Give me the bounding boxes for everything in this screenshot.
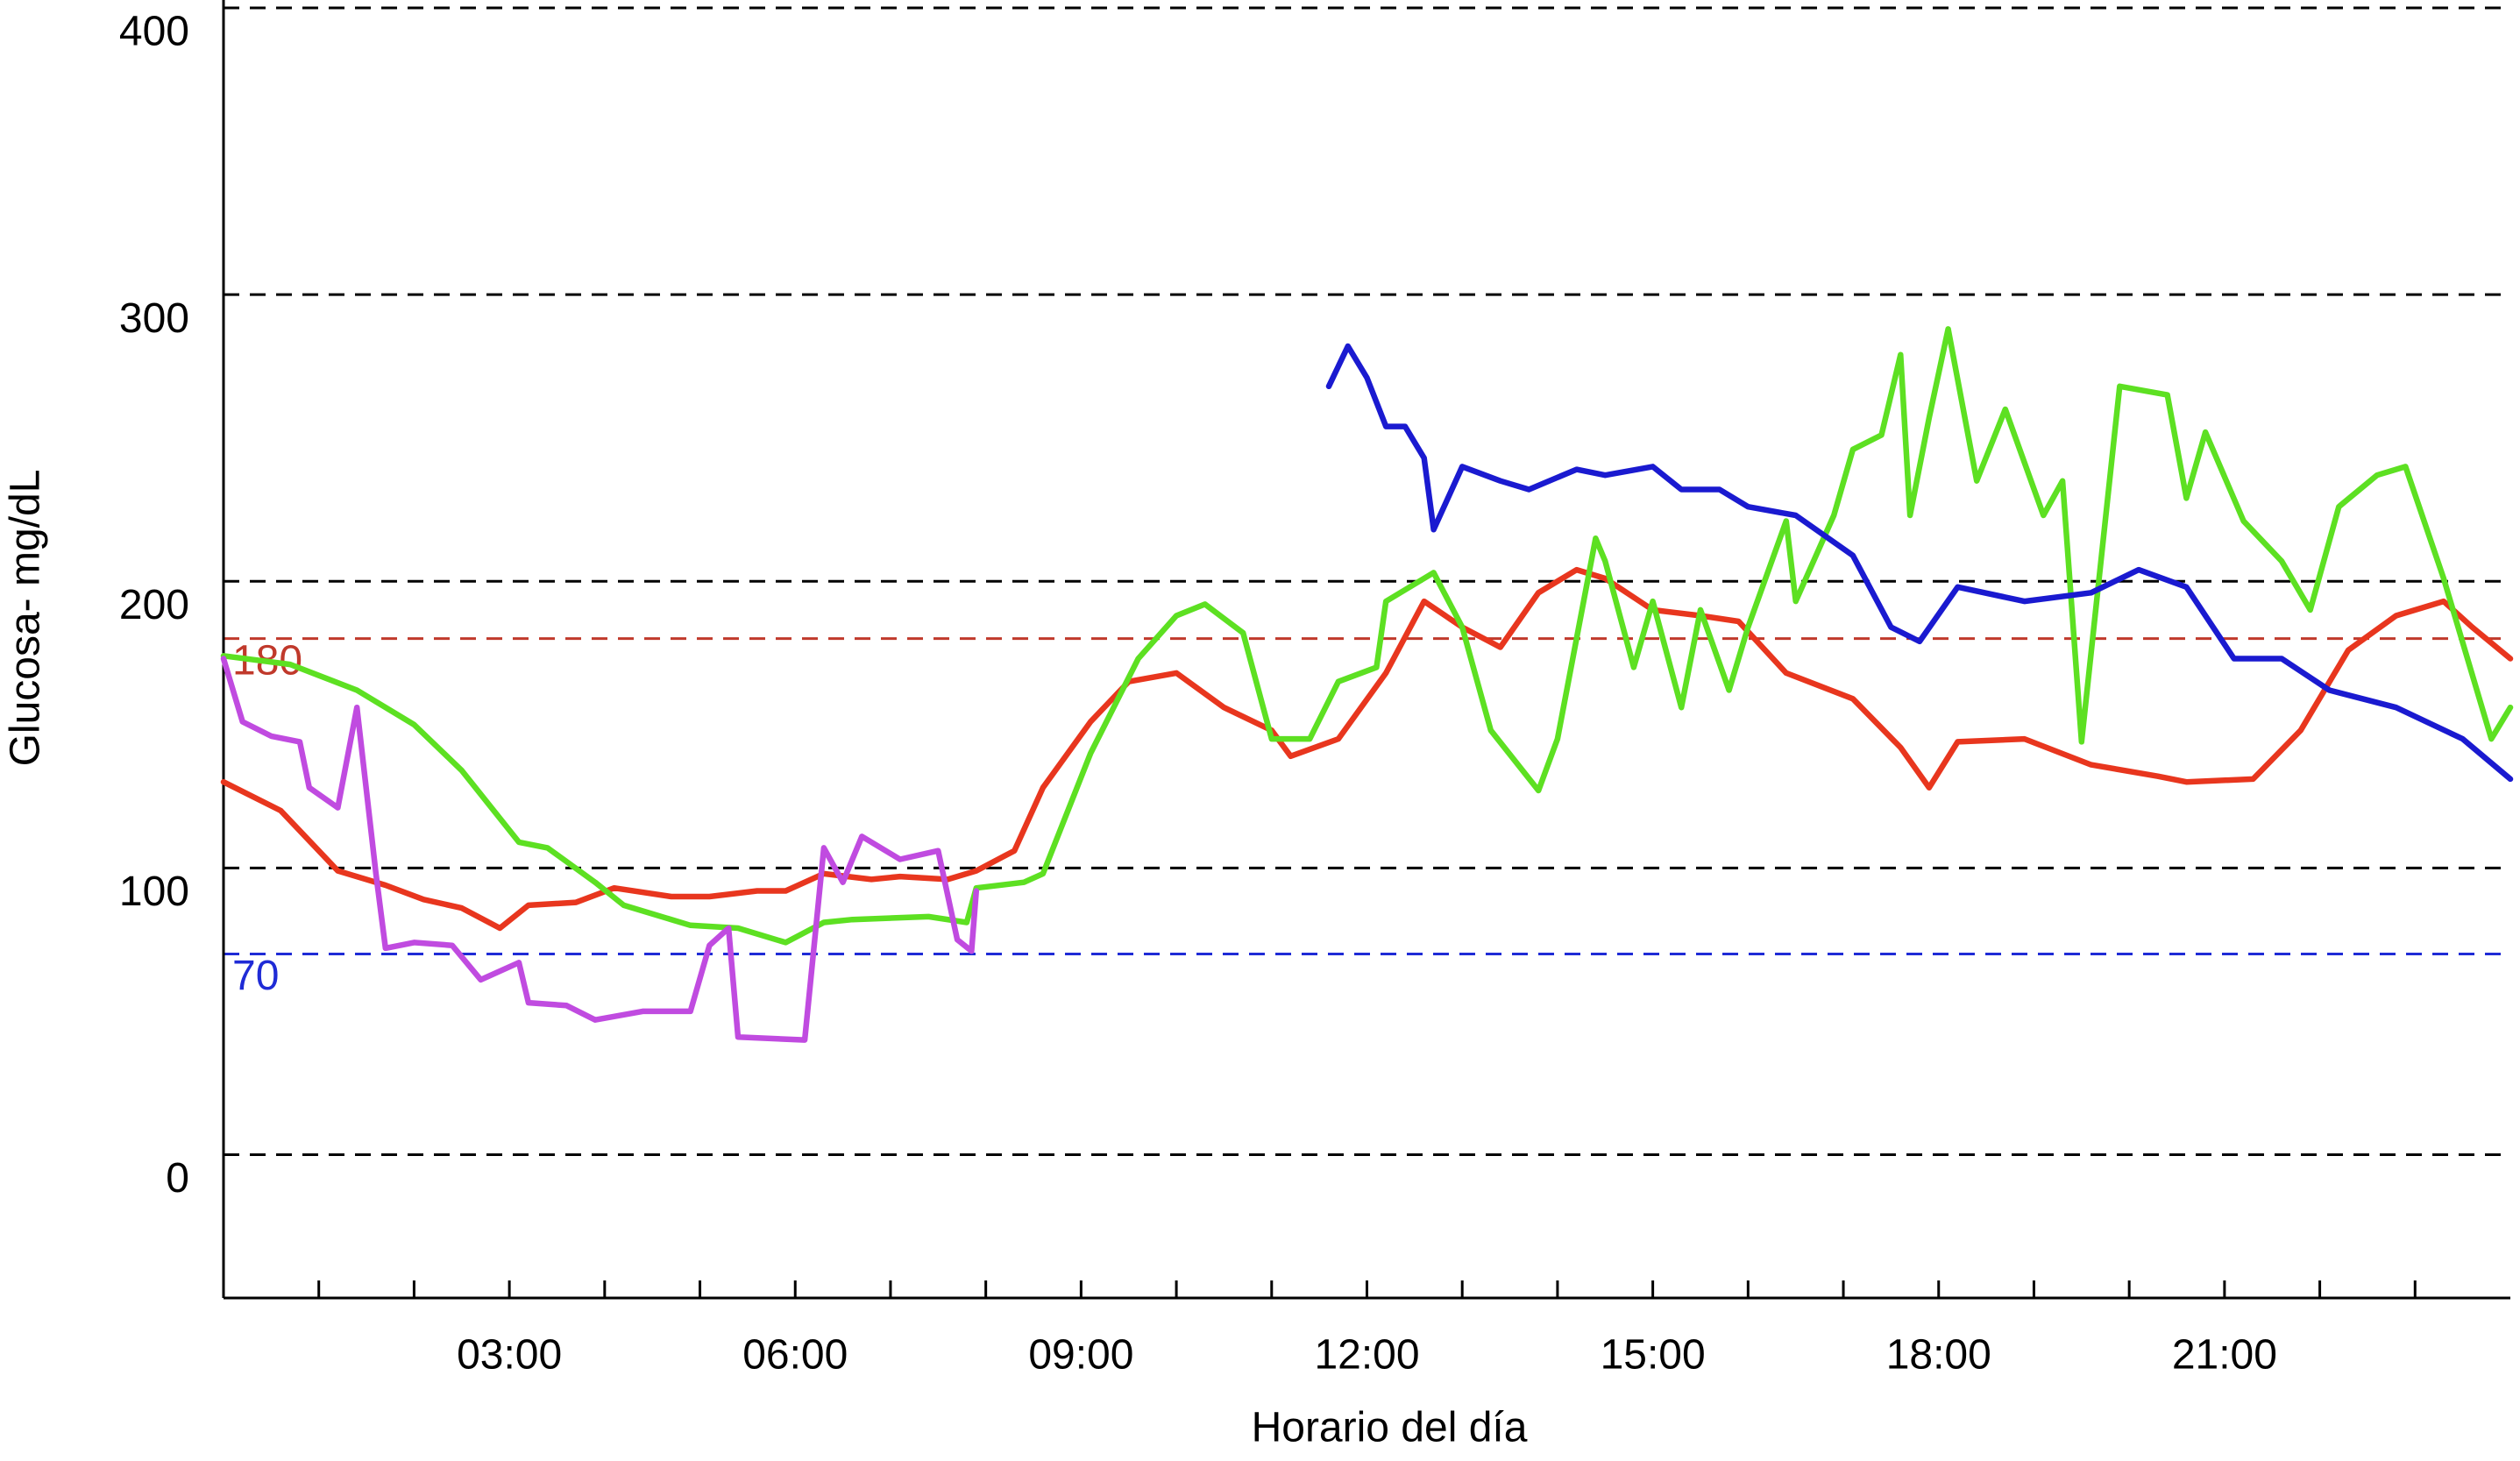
y-tick-label: 300 bbox=[119, 295, 189, 342]
line-series bbox=[220, 326, 2514, 946]
x-tick-label: 18:00 bbox=[1886, 1332, 1991, 1379]
x-tick-label: 09:00 bbox=[1028, 1332, 1133, 1379]
x-tick-label: 03:00 bbox=[457, 1332, 562, 1379]
y-tick-label: 400 bbox=[119, 9, 189, 55]
x-tick-label: 15:00 bbox=[1601, 1332, 1706, 1379]
x-tick-label: 21:00 bbox=[2172, 1332, 2277, 1379]
y-axis-label: Glucosa- mg/dL bbox=[3, 470, 49, 767]
y-tick-label: 0 bbox=[166, 1155, 189, 1202]
line-series bbox=[1325, 343, 2514, 783]
x-axis-label: Horario del día bbox=[1252, 1405, 1528, 1451]
x-tick-label: 12:00 bbox=[1314, 1332, 1419, 1379]
y-tick-label: 200 bbox=[119, 582, 189, 628]
y-tick-label: 100 bbox=[119, 869, 189, 915]
line-series bbox=[220, 566, 2514, 932]
line-series bbox=[220, 656, 980, 1043]
x-tick-label: 06:00 bbox=[742, 1332, 848, 1379]
reference-label: 70 bbox=[232, 953, 279, 999]
